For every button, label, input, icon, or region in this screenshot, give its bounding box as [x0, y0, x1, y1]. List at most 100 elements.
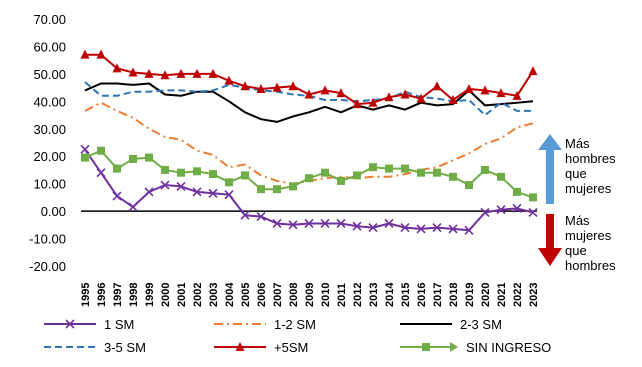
y-tick-label: -20.00 — [29, 259, 66, 274]
data-point — [528, 66, 538, 76]
data-point — [193, 167, 201, 176]
data-point — [448, 224, 458, 234]
data-point — [464, 225, 474, 235]
data-point — [304, 89, 314, 99]
annotation-text: hombres — [565, 258, 616, 273]
down-arrow-shaft — [546, 214, 554, 250]
x-tick-label: 2005 — [240, 283, 252, 307]
data-point — [497, 172, 505, 181]
x-tick-label: 2010 — [320, 283, 332, 307]
data-point — [128, 202, 138, 212]
data-point — [272, 82, 282, 92]
down-arrow-head — [538, 248, 562, 266]
data-point — [96, 168, 106, 178]
x-tick-label: 2000 — [160, 283, 172, 307]
data-point — [496, 205, 506, 215]
legend-label: 1 SM — [104, 317, 134, 332]
data-point — [273, 185, 281, 194]
data-point — [432, 81, 442, 91]
data-point — [337, 176, 345, 185]
data-point — [192, 68, 202, 78]
x-tick-label: 2019 — [464, 283, 476, 307]
legend-item: +5SM — [214, 340, 308, 355]
data-point — [160, 180, 170, 190]
data-point — [209, 170, 217, 179]
y-tick-label: 0.00 — [41, 204, 66, 219]
legend-arrow-marker — [450, 342, 458, 352]
annotation-text: Más — [565, 136, 590, 151]
annotation-text: que — [565, 166, 587, 181]
data-point — [496, 88, 506, 98]
data-point — [513, 187, 521, 196]
data-point — [160, 70, 170, 80]
data-point — [257, 185, 265, 194]
data-point — [400, 223, 410, 233]
data-point — [288, 220, 298, 230]
x-tick-label: 2013 — [368, 283, 380, 307]
x-tick-label: 2022 — [512, 283, 524, 307]
data-point — [235, 342, 245, 351]
x-tick-label: 2023 — [528, 283, 540, 307]
data-point — [416, 93, 426, 103]
data-point — [208, 68, 218, 78]
series-lines — [80, 49, 538, 235]
legend-item: SIN INGRESO — [400, 340, 551, 355]
data-point — [80, 49, 90, 59]
data-point — [176, 68, 186, 78]
x-tick-label: 1995 — [80, 283, 92, 307]
x-tick-label: 2014 — [384, 282, 396, 307]
x-tick-label: 2021 — [496, 283, 508, 307]
data-point — [224, 75, 234, 85]
data-point — [224, 190, 234, 200]
legend: 1 SM 1-2 SM 2-3 SM 3-5 SM +5SM SIN INGRESO — [44, 317, 551, 355]
data-point — [512, 203, 522, 213]
data-point — [208, 188, 218, 198]
x-tick-label: 1999 — [144, 283, 156, 307]
data-point — [512, 90, 522, 100]
data-point — [448, 94, 458, 104]
data-point — [289, 182, 297, 191]
y-tick-label: 30.00 — [33, 122, 66, 137]
x-tick-label: 2012 — [352, 283, 364, 307]
data-point — [336, 218, 346, 229]
data-point — [465, 181, 473, 190]
annotation-text: mujeres — [565, 181, 612, 196]
y-tick-label: 70.00 — [33, 12, 66, 27]
data-point — [240, 210, 250, 220]
up-arrow-head — [538, 134, 562, 150]
data-point — [225, 178, 233, 187]
x-tick-label: 2020 — [480, 283, 492, 307]
data-point — [320, 85, 330, 95]
data-point — [481, 165, 489, 174]
series-3-5-sm — [84, 81, 533, 117]
data-point — [192, 187, 202, 197]
data-point — [129, 154, 137, 163]
data-point — [480, 207, 490, 218]
series--5sm — [80, 49, 538, 109]
data-point — [80, 144, 90, 154]
y-tick-label: 50.00 — [33, 67, 66, 82]
data-point — [352, 221, 362, 231]
data-point — [352, 99, 362, 109]
data-point — [336, 88, 346, 98]
x-tick-label: 2001 — [176, 283, 188, 307]
data-point — [113, 164, 121, 173]
x-tick-label: 2009 — [304, 283, 316, 307]
data-point — [176, 181, 186, 191]
data-point — [320, 218, 330, 229]
y-tick-label: 40.00 — [33, 94, 66, 109]
x-tick-label: 2002 — [192, 283, 204, 307]
data-point — [304, 218, 314, 229]
data-point — [112, 63, 122, 73]
y-tick-label: 60.00 — [33, 39, 66, 54]
data-point — [96, 49, 106, 59]
data-point — [161, 165, 169, 174]
x-tick-label: 2004 — [224, 282, 236, 307]
annotation-text: mujeres — [565, 228, 612, 243]
x-tick-label: 2007 — [272, 283, 284, 307]
y-axis-ticks: 70.00 60.00 50.00 40.00 30.00 20.00 10.00 0.00 -… — [29, 12, 66, 274]
data-point — [81, 153, 89, 162]
data-point — [528, 207, 538, 218]
data-point — [256, 83, 266, 93]
